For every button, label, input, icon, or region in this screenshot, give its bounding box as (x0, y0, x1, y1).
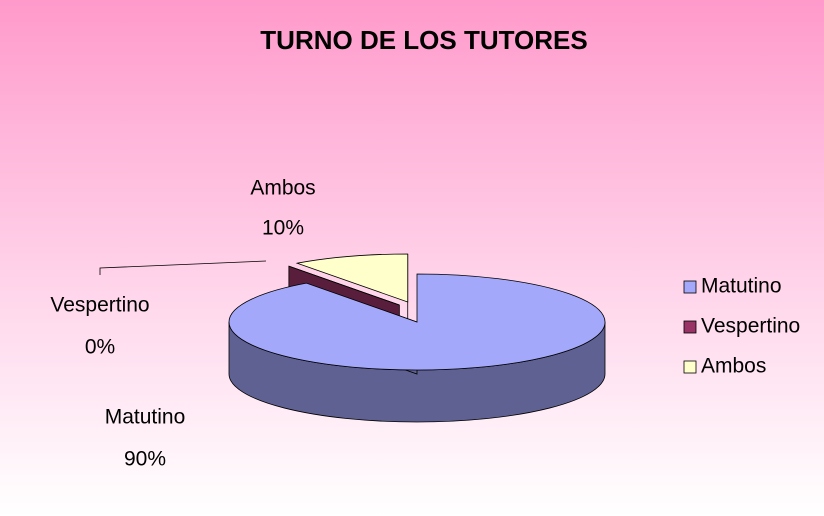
legend-swatch (683, 360, 697, 374)
legend-label: Matutino (701, 275, 782, 298)
data-label-value: 0% (85, 336, 115, 359)
legend-swatch (683, 320, 697, 334)
pie-slice (295, 253, 409, 303)
chart-title: TURNO DE LOS TUTORES (260, 25, 587, 55)
data-label-name: Vespertino (50, 294, 149, 317)
data-label-name: Matutino (105, 406, 186, 429)
data-label-name: Ambos (250, 177, 315, 200)
legend-label: Ambos (701, 355, 766, 378)
pie-slice (228, 273, 606, 371)
legend-label: Vespertino (701, 315, 800, 338)
data-label-value: 90% (124, 448, 166, 471)
pie (228, 253, 606, 423)
leader-line (99, 260, 267, 275)
data-label-value: 10% (262, 217, 304, 240)
legend-swatch (683, 280, 697, 294)
pie-slice (288, 265, 400, 306)
